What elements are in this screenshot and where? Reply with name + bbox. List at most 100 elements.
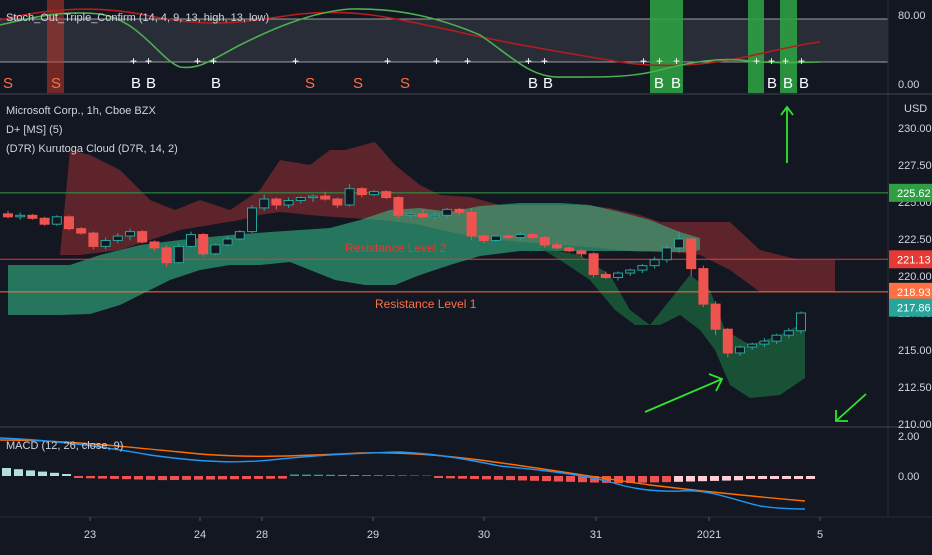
time-tick-label: 5 [817,529,823,541]
time-tick-label: 2021 [697,529,721,541]
macd-histogram-bar [86,476,95,478]
candle-body [223,239,232,245]
macd-histogram-bar [350,475,359,476]
stoch-title: Stoch_Out_Triple_Confirm (14, 4, 9, 13, … [6,12,269,24]
macd-histogram-bar [2,468,11,476]
buy-signal: B [211,75,221,92]
candle-body [504,236,513,237]
macd-histogram-bar [542,476,551,481]
macd-histogram-bar [26,470,35,476]
price-tag-label: 218.93 [897,287,931,299]
candle-body [626,270,635,273]
macd-histogram-bar [650,476,659,482]
macd-histogram-bar [14,469,23,476]
macd-histogram-bar [98,476,107,479]
candle-body [784,331,793,335]
candle-body [370,192,379,195]
sell-signal: S [400,75,410,92]
candle-body [760,341,769,344]
macd-histogram-bar [194,476,203,480]
macd-histogram-bar [566,476,575,482]
candle-body [162,248,171,263]
candle-body [589,254,598,275]
indicator-2-label: (D7R) Kurutoga Cloud (D7R, 14, 2) [6,143,178,155]
macd-histogram-bar [530,476,539,481]
macd-histogram-bar [758,476,767,479]
time-tick-label: 30 [478,529,490,541]
macd-histogram-bar [674,476,683,482]
price-tick-label: 230.00 [898,123,932,135]
indicator-1-label: D+ [MS] (5) [6,124,63,136]
candle-body [272,199,281,205]
macd-histogram-bar [278,476,287,479]
price-tag-label: 217.86 [897,303,931,315]
candle-body [601,275,610,278]
macd-histogram-bar [242,476,251,479]
stoch-axis-label: 0.00 [898,79,919,91]
macd-histogram-bar [746,476,755,479]
macd-histogram-bar [638,476,647,483]
candle-body [577,251,586,254]
time-tick-label: 23 [84,529,96,541]
stoch-plus-mark: + [464,54,471,68]
candle-body [382,192,391,198]
stoch-plus-mark: + [753,54,760,68]
macd-histogram-bar [290,475,299,477]
stoch-plus-mark: + [145,54,152,68]
macd-histogram-bar [254,476,263,479]
stoch-plus-mark: + [656,54,663,68]
resistance-level-2-label: Resistance Level 2 [345,241,447,255]
macd-histogram-bar [50,473,59,476]
macd-histogram-bar [182,476,191,480]
candle-body [614,273,623,277]
macd-histogram-bar [314,475,323,476]
stoch-plus-mark: + [194,54,201,68]
candle-body [528,235,537,238]
time-tick-label: 24 [194,529,206,541]
macd-histogram-bar [218,476,227,479]
time-tick-label: 28 [256,529,268,541]
candle-body [333,199,342,205]
macd-histogram-bar [446,476,455,478]
macd-histogram-bar [146,476,155,480]
macd-histogram-bar [710,476,719,481]
candle-body [65,217,74,229]
macd-histogram-bar [518,476,527,480]
candle-body [345,189,354,205]
price-tag-label: 225.62 [897,188,931,200]
candle-body [431,215,440,216]
stoch-plus-mark: + [673,54,680,68]
sell-signal: S [353,75,363,92]
stoch-plus-mark: + [292,54,299,68]
candle-body [296,198,305,201]
time-tick-label: 31 [590,529,602,541]
candle-body [467,212,476,236]
candle-body [138,232,147,242]
candle-body [321,196,330,199]
buy-signal: B [131,75,141,92]
candle-body [736,347,745,353]
buy-highlight [748,0,764,94]
currency-label: USD [904,103,927,115]
candle-body [101,240,110,246]
candle-body [235,232,244,239]
sell-signal: S [3,75,13,92]
candle-body [40,218,49,224]
candle-body [113,236,122,240]
candle-body [553,245,562,248]
stoch-plus-mark: + [525,54,532,68]
macd-histogram-bar [806,476,815,479]
candle-body [675,239,684,248]
stoch-plus-mark: + [768,54,775,68]
macd-histogram-bar [782,476,791,479]
macd-histogram-bar [722,476,731,481]
candle-body [565,248,574,251]
macd-histogram-bar [434,476,443,478]
candle-body [77,229,86,233]
candle-body [174,246,183,262]
candle-body [748,344,757,347]
macd-histogram-bar [554,476,563,482]
macd-histogram-bar [794,476,803,479]
candle-body [540,238,549,245]
